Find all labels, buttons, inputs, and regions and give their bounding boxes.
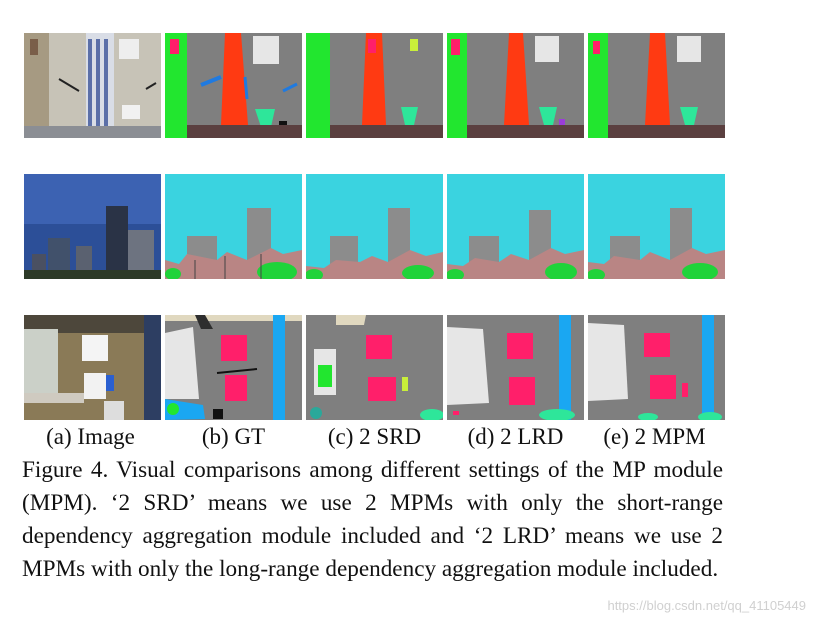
row2-srd — [306, 174, 443, 279]
row3-srd — [306, 315, 443, 420]
row2-lrd — [447, 174, 584, 279]
row1-lrd — [447, 33, 584, 138]
row3-lrd — [447, 315, 584, 420]
column-label-image: (a) Image — [46, 424, 135, 449]
row2-mpm — [588, 174, 725, 279]
row2-image — [24, 174, 161, 279]
row2-gt — [165, 174, 302, 279]
watermark: https://blog.csdn.net/qq_41105449 — [607, 598, 806, 613]
column-label-mpm: (e) 2 MPM — [603, 424, 706, 449]
figure-caption: Figure 4. Visual comparisons among diffe… — [22, 457, 723, 582]
row3-mpm — [588, 315, 725, 420]
column-label-gt: (b) GT — [201, 424, 266, 449]
row1-gt — [165, 33, 302, 138]
row1-mpm — [588, 33, 725, 138]
comparison-grid — [24, 33, 725, 420]
column-label-lrd: (d) 2 LRD — [467, 424, 564, 449]
row3-image — [24, 315, 161, 420]
row3-gt — [165, 315, 302, 420]
column-label-srd: (c) 2 SRD — [327, 424, 422, 449]
row1-srd — [306, 33, 443, 138]
row1-image — [24, 33, 161, 138]
